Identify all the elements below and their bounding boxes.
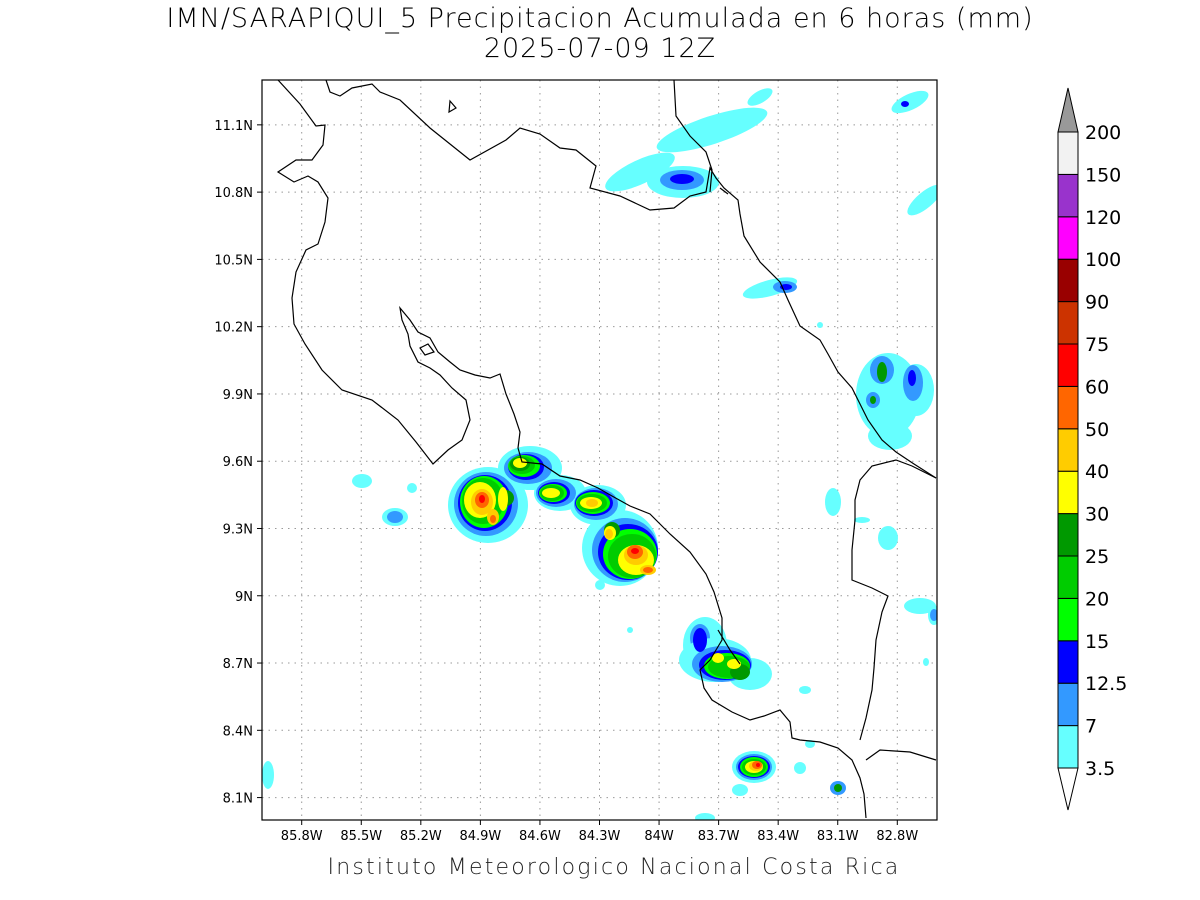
colorbar-swatch	[1057, 385, 1079, 430]
colorbar-label: 100	[1085, 249, 1121, 271]
colorbar-swatch	[1057, 301, 1079, 345]
colorbar-label: 20	[1085, 588, 1109, 610]
colorbar-swatch	[1057, 131, 1079, 175]
colorbar-label: 30	[1085, 504, 1109, 526]
precipitation-field	[262, 88, 937, 820]
colorbar-label: 50	[1085, 419, 1109, 441]
colorbar-swatch	[1057, 173, 1079, 218]
lon-tick-label: 84.6W	[519, 829, 561, 844]
lon-tick-label: 85.2W	[400, 829, 442, 844]
colorbar: 3.5 7 12.5 15 20 25 30 40 50 60 75 90 100 120 150 200	[1057, 87, 1127, 811]
colorbar-label: 200	[1085, 122, 1121, 144]
colorbar-swatch	[1057, 470, 1079, 515]
lon-tick-label: 84W	[644, 829, 674, 844]
map-title: IMN/SARAPIQUI_5 Precipitacion Acumulada …	[166, 3, 1034, 34]
colorbar-swatch	[1057, 258, 1079, 303]
colorbar-swatch	[1057, 640, 1079, 684]
colorbar-label: 60	[1085, 376, 1109, 398]
colorbar-swatch	[1057, 555, 1079, 599]
colorbar-label: 120	[1085, 207, 1121, 229]
coastline	[276, 80, 937, 819]
lat-tick-label: 8.4N	[223, 724, 253, 739]
lon-tick-label: 84.3W	[579, 829, 621, 844]
lat-tick-label: 8.7N	[223, 657, 253, 672]
lat-tick-label: 9.3N	[223, 522, 253, 537]
colorbar-label: 90	[1085, 292, 1109, 314]
colorbar-label: 12.5	[1085, 673, 1127, 695]
lon-tick-label: 83.4W	[757, 829, 799, 844]
map-timestamp: 2025-07-09 12Z	[483, 33, 717, 64]
colorbar-swatch	[1057, 597, 1079, 642]
colorbar-swatch	[1057, 428, 1079, 472]
lon-tick-label: 84.9W	[459, 829, 501, 844]
colorbar-swatch	[1057, 343, 1079, 387]
colorbar-swatch	[1057, 682, 1079, 727]
colorbar-swatch	[1057, 513, 1079, 557]
lat-tick-label: 10.8N	[214, 186, 253, 201]
colorbar-label: 25	[1085, 546, 1109, 568]
colorbar-label: 40	[1085, 461, 1109, 483]
colorbar-underflow-arrow	[1057, 767, 1079, 811]
credit-text: Instituto Meteorologico Nacional Costa R…	[327, 855, 901, 880]
colorbar-label: 15	[1085, 631, 1109, 653]
lat-tick-label: 9.6N	[223, 455, 253, 470]
lat-tick-label: 10.5N	[214, 253, 253, 268]
lon-tick-label: 85.8W	[281, 829, 323, 844]
lat-tick-label: 9N	[235, 590, 253, 605]
lon-tick-label: 85.5W	[340, 829, 382, 844]
colorbar-label: 3.5	[1085, 758, 1115, 780]
lon-tick-label: 83.1W	[817, 829, 859, 844]
lon-tick-label: 83.7W	[698, 829, 740, 844]
lat-tick-label: 10.2N	[214, 321, 253, 336]
axis-ticks: 85.8W 85.5W 85.2W 84.9W 84.6W 84.3W 84W 83.7W 83…	[214, 119, 918, 844]
lat-tick-label: 11.1N	[214, 119, 253, 134]
colorbar-label: 7	[1085, 716, 1097, 738]
lat-tick-label: 9.9N	[223, 388, 253, 403]
lon-tick-label: 82.8W	[876, 829, 918, 844]
colorbar-swatch	[1057, 725, 1079, 769]
colorbar-swatch	[1057, 216, 1079, 260]
lat-tick-label: 8.1N	[223, 792, 253, 807]
colorbar-label: 150	[1085, 164, 1121, 186]
colorbar-label: 75	[1085, 334, 1109, 356]
colorbar-overflow-arrow	[1057, 87, 1079, 133]
